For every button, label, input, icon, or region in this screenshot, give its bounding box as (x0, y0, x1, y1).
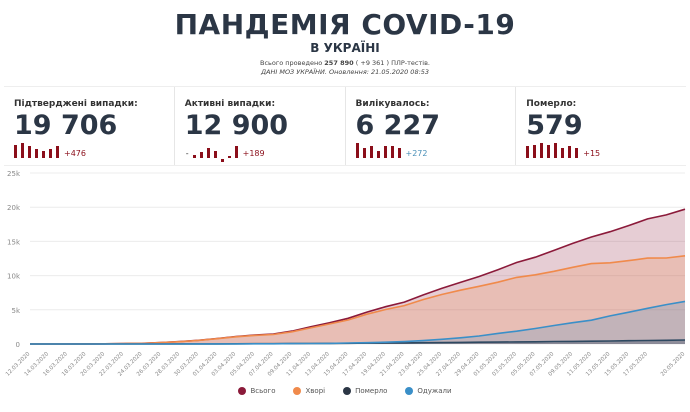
sparkline-bar (376, 150, 380, 158)
card-recovered: Вилікувалось: 6 227 +272 (346, 87, 517, 165)
sparkline: +272 (355, 142, 516, 158)
legend-label: Хворі (305, 387, 326, 395)
sparkline-bar (397, 147, 401, 158)
card-label: Активні випадки: (184, 99, 276, 109)
x-tick-label: 20.05.2020 (660, 351, 687, 378)
card-label: Померло: (526, 99, 577, 109)
y-tick-label: 15k (7, 238, 21, 246)
card-delta: +15 (583, 149, 601, 158)
legend-label: Всього (250, 387, 276, 395)
tests-count: 257 890 (324, 59, 354, 67)
sparkline-bar (568, 146, 572, 158)
card-delta: +272 (405, 149, 428, 158)
card-value: 579 (526, 110, 583, 141)
card-deaths: Померло: 579 +15 (516, 87, 686, 165)
y-tick-label: 10k (7, 273, 21, 281)
page-subtitle: В УКРАЇНІ (310, 41, 380, 55)
y-tick-label: 5k (11, 307, 20, 315)
series-area-3 (30, 301, 685, 344)
sparkline-bar (14, 144, 17, 158)
sparkline-bar (56, 146, 59, 158)
stats-cards: Підтверджені випадки: 19 706 +476 Активні … (4, 86, 686, 166)
sparkline-bar (526, 146, 530, 158)
sparkline-bar (547, 144, 551, 158)
tests-suffix: ПЛР-тестів. (391, 59, 430, 67)
sparkline: +476 (14, 142, 174, 158)
source-note: ДАНІ МОЗ УКРАЇНИ. Оновлення: 21.05.2020 … (260, 68, 430, 76)
sparkline-bar (234, 146, 238, 158)
sparkline-bar (35, 149, 38, 158)
sparkline-bar (206, 147, 210, 158)
card-value: 12 900 (184, 110, 289, 141)
sparkline-bar (362, 147, 366, 158)
sparkline-bar (192, 155, 196, 158)
sparkline-bar (49, 149, 52, 158)
series-area-0 (30, 209, 685, 344)
series-area-2 (30, 340, 685, 344)
sparkline-bar (369, 146, 373, 158)
sparkline-bar (220, 159, 224, 162)
card-label: Підтверджені випадки: (14, 99, 138, 109)
series-area-1 (30, 255, 685, 344)
sparkline-bar (533, 144, 537, 158)
y-tick-label: 25k (7, 170, 21, 178)
covid-area-chart: 05k10k15k20k25k12.03.202014.03.202016.03… (5, 170, 687, 378)
sparkline-bar (383, 146, 387, 158)
legend-dot-icon (343, 387, 352, 395)
page-title: ПАНДЕМІЯ COVID-19 (174, 8, 516, 41)
legend-item[interactable]: Хворі (293, 387, 325, 395)
sparkline-bar (227, 156, 231, 158)
tests-prefix: Всього проведено (260, 59, 323, 67)
sparkline-bar (213, 150, 217, 158)
card-confirmed: Підтверджені випадки: 19 706 +476 (4, 87, 175, 165)
card-label: Вилікувалось: (355, 99, 430, 109)
card-value: 6 227 (355, 110, 441, 141)
sparkline-bar (28, 146, 31, 158)
card-delta: +189 (242, 149, 265, 158)
sparkline-bar (561, 147, 565, 158)
sparkline-bar (355, 143, 359, 158)
legend-dot-icon (293, 387, 302, 395)
tests-info: Всього проведено 257 890 ( +9 361 ) ПЛР-… (0, 59, 690, 77)
legend-dot-icon (238, 387, 247, 395)
card-delta: +476 (64, 149, 86, 158)
sparkline-bar (42, 150, 45, 158)
y-tick-label: 20k (7, 204, 21, 212)
series-line-3 (30, 300, 686, 345)
legend-item[interactable]: Всього (238, 387, 275, 395)
legend-label: Одужали (417, 387, 452, 395)
legend-label: Померло (355, 387, 388, 395)
sparkline-bar (554, 143, 558, 158)
chart-legend: Всього Хворі Померло Одужали (0, 387, 690, 395)
sparkline-bar (199, 152, 203, 158)
sparkline: +15 (526, 142, 686, 158)
y-tick-label: 0 (16, 341, 20, 349)
sparkline-bar (21, 143, 24, 158)
legend-dot-icon (405, 387, 414, 395)
sparkline-prefix: - (185, 149, 189, 158)
tests-delta: ( +9 361 ) (355, 59, 390, 67)
sparkline-bar (575, 147, 579, 158)
legend-item[interactable]: Померло (343, 387, 387, 395)
sparkline: - +189 (185, 142, 345, 162)
card-active: Активні випадки: 12 900 - +189 (175, 87, 346, 165)
sparkline-bar (540, 143, 544, 158)
legend-item[interactable]: Одужали (405, 387, 452, 395)
sparkline-bar (390, 146, 394, 158)
card-value: 19 706 (14, 110, 118, 141)
